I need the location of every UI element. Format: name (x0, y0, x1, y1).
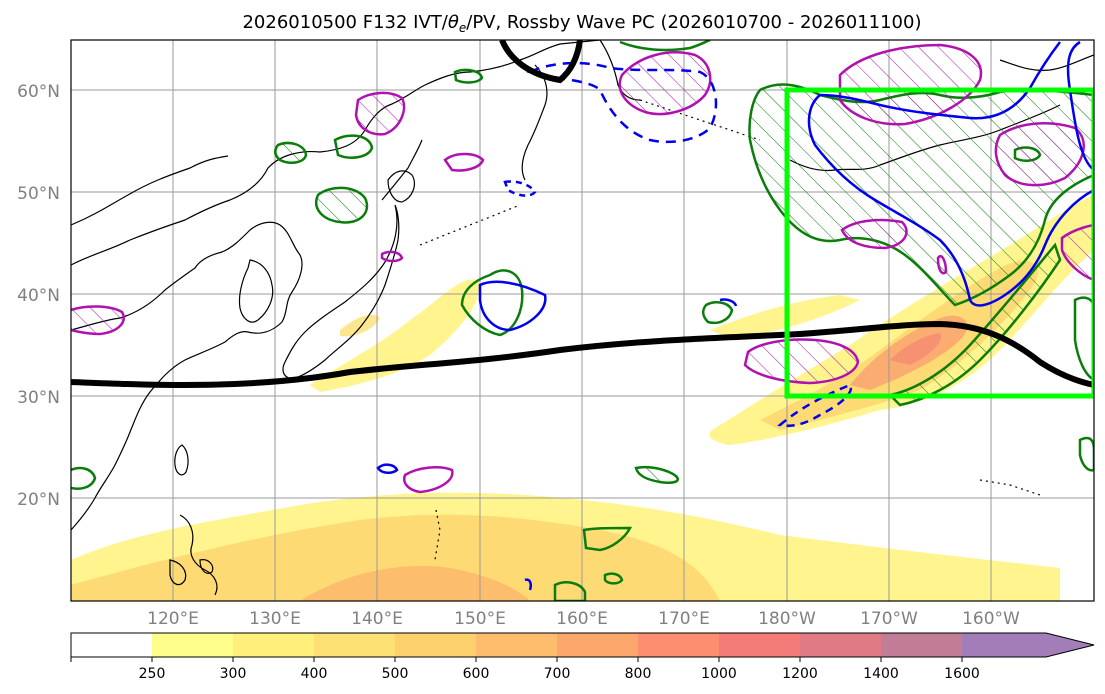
pv-small-6 (582, 526, 633, 552)
colorbar-segment-300 (233, 633, 314, 657)
lon-label-150e: 150°E (454, 609, 506, 629)
lon-label-170w: 170°W (860, 609, 918, 629)
colorbar-label-250: 250 (139, 666, 166, 682)
pv-small-4 (460, 269, 524, 337)
lon-label-160e: 160°E (556, 609, 608, 629)
blue-small-dash-1 (503, 180, 537, 197)
coast-korea-china (71, 221, 303, 531)
blue-pac (478, 280, 547, 332)
blue-small-3 (524, 578, 533, 591)
colorbar-label-700: 700 (544, 666, 571, 682)
ivt-tropical-high (300, 565, 530, 601)
ivt-tropical-mid (71, 514, 720, 601)
pv-small-7 (634, 465, 679, 484)
coast-peninsula (238, 259, 274, 323)
lat-label-30: 30°N (17, 388, 60, 408)
colorbar-segment-below (71, 633, 152, 657)
colorbar-label-300: 300 (220, 666, 247, 682)
coast-asia (71, 40, 601, 266)
colorbar-segment-1200 (800, 633, 881, 657)
pv-small-10 (333, 134, 374, 159)
pv-small-15 (619, 40, 711, 52)
lon-label-170e: 170°E (658, 609, 710, 629)
theta-small-5 (380, 250, 404, 263)
colorbar-segment-700 (557, 633, 638, 657)
lon-label-180w: 180°W (758, 609, 816, 629)
lon-label-130e: 130°E (249, 609, 301, 629)
pv-small-5 (702, 301, 734, 325)
colorbar-label-1000: 1000 (701, 666, 737, 682)
lon-label-120e: 120°E (147, 609, 199, 629)
theta-small-2 (840, 218, 908, 250)
colorbar-label-1200: 1200 (782, 666, 818, 682)
pv-small-12 (603, 572, 624, 585)
pv-small-9 (1078, 436, 1094, 472)
ivt-plume-japan-mid (340, 314, 380, 337)
colorbar-label-600: 600 (463, 666, 490, 682)
colorbar-label-1400: 1400 (863, 666, 899, 682)
colorbar-segment-1600 (962, 633, 1046, 657)
theta-right (1060, 223, 1094, 282)
colorbar-segment-400 (314, 633, 395, 657)
lon-labels: 120°E 130°E 140°E 150°E 160°E 170°E 180°… (147, 609, 1020, 629)
lat-label-20: 20°N (17, 490, 60, 510)
lat-label-50: 50°N (17, 184, 60, 204)
colorbar-outline (70, 632, 1095, 658)
colorbar-segment-1400 (881, 633, 962, 657)
theta-small-4 (936, 255, 948, 275)
colorbar-segment-500 (395, 633, 476, 657)
pv-small-8 (71, 466, 97, 490)
colorbar-extend-arrow (1046, 633, 1094, 657)
ivt-ar-core (890, 333, 941, 365)
pv-small-13 (553, 581, 587, 601)
colorbar-segment-250 (152, 633, 233, 657)
pv-small-1 (315, 186, 369, 224)
theta-small-3 (403, 466, 454, 494)
colorbar-label-400: 400 (301, 666, 328, 682)
theta-north-3 (994, 122, 1085, 187)
theta-japan-sea (354, 91, 406, 136)
figure-title: 2026010500 F132 IVT/θe/PV, Rossby Wave P… (242, 12, 921, 35)
blue-small-4 (719, 298, 738, 307)
blue-small-2 (376, 463, 399, 474)
colorbar-label-800: 800 (625, 666, 652, 682)
coast-hokkaido (387, 170, 415, 203)
colorbar-segment-600 (476, 633, 557, 657)
colorbar-segments (152, 633, 1046, 657)
pv-small-3 (453, 68, 484, 84)
ivt-plume-japan (310, 279, 480, 392)
theta-small-1 (443, 152, 485, 172)
lat-label-60: 60°N (17, 82, 60, 102)
lon-label-140e: 140°E (351, 609, 403, 629)
map-frame (70, 39, 1095, 602)
colorbar-segment-800 (638, 633, 719, 657)
lat-label-40: 40°N (17, 286, 60, 306)
colorbar-labels: 250 300 400 500 600 700 800 1000 1200 1400 1600 (70, 657, 980, 682)
theta-north-1 (618, 51, 712, 116)
pv-small-2 (274, 141, 308, 164)
colorbar-label-1600: 1600 (944, 666, 980, 682)
coast-philippines (169, 514, 218, 596)
analysis-box (784, 87, 1094, 399)
colorbar-segment-1000 (719, 633, 800, 657)
theta-left (71, 305, 125, 336)
rossby-wave-arc (499, 40, 583, 84)
rossby-wave-line (71, 320, 1094, 388)
colorbar-label-500: 500 (382, 666, 409, 682)
coast-taiwan (174, 444, 189, 476)
theta-e-contours (71, 43, 1094, 494)
pv-small-14 (1073, 296, 1094, 382)
lat-labels: 60°N 50°N 40°N 30°N 20°N (17, 82, 60, 510)
lon-label-160w: 160°W (962, 609, 1020, 629)
colorbar: 250 300 400 500 600 700 800 1000 1200 1400 1600 (70, 632, 1095, 682)
